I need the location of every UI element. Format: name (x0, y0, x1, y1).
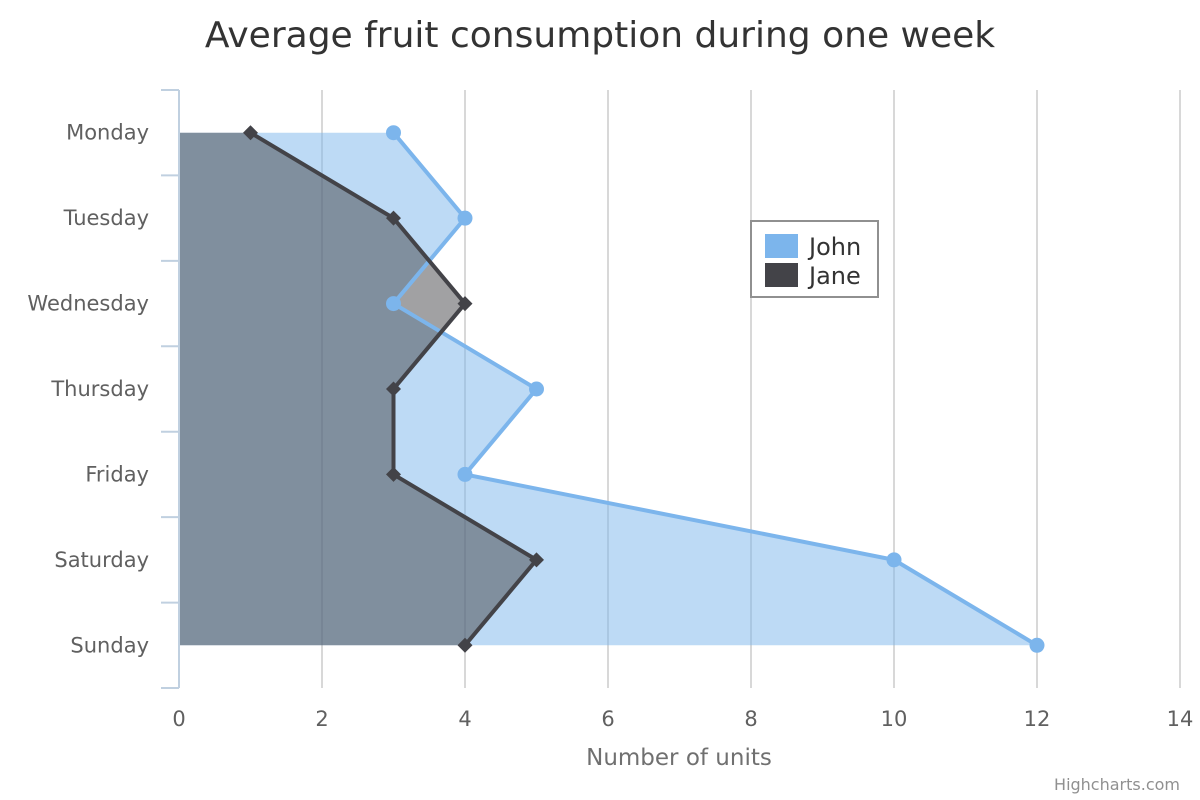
category-label: Tuesday (63, 206, 149, 230)
legend-swatch-john (765, 234, 798, 258)
value-axis-title: Number of units (586, 745, 772, 771)
value-tick-label: 4 (458, 707, 471, 731)
value-tick-label: 14 (1167, 707, 1194, 731)
value-tick-label: 2 (315, 707, 328, 731)
value-tick-label: 8 (744, 707, 757, 731)
legend-swatch-jane (765, 263, 798, 287)
series-markers (243, 125, 1045, 653)
value-tick-label: 6 (601, 707, 614, 731)
point-john[interactable] (386, 125, 401, 141)
category-label: Monday (66, 121, 149, 145)
category-axis (161, 89, 180, 689)
category-labels: Monday Tuesday Wednesday Thursday Friday Satu… (27, 121, 149, 658)
category-label: Saturday (54, 548, 149, 572)
point-jane[interactable] (386, 210, 401, 226)
point-jane[interactable] (457, 296, 473, 312)
grid-lines (321, 90, 1181, 688)
point-john[interactable] (1029, 637, 1045, 653)
point-jane[interactable] (386, 466, 401, 482)
category-label: Thursday (50, 377, 149, 401)
value-tick-label: 0 (172, 707, 185, 731)
legend: John Jane (750, 220, 879, 298)
legend-item-john[interactable]: John (765, 233, 861, 261)
legend-item-jane[interactable]: Jane (765, 262, 861, 290)
point-jane[interactable] (457, 637, 473, 653)
legend-label-jane: Jane (807, 262, 861, 290)
chart-title: Average fruit consumption during one wee… (205, 15, 995, 56)
point-jane[interactable] (243, 125, 258, 141)
credits-link[interactable]: Highcharts.com (1054, 775, 1180, 794)
value-axis-labels: 0 2 4 6 8 10 12 14 (172, 707, 1193, 731)
category-label: Wednesday (27, 292, 149, 316)
point-john[interactable] (529, 381, 544, 397)
area-jane (179, 132, 537, 646)
point-john[interactable] (886, 552, 902, 568)
value-tick-label: 12 (1024, 707, 1051, 731)
point-jane[interactable] (529, 552, 544, 568)
series-areas (179, 132, 1037, 646)
category-label: Friday (85, 462, 149, 486)
point-john[interactable] (386, 296, 401, 312)
point-jane[interactable] (386, 381, 401, 397)
category-label: Sunday (70, 633, 149, 657)
point-john[interactable] (457, 466, 473, 482)
point-john[interactable] (457, 210, 473, 226)
legend-label-john: John (807, 233, 861, 261)
value-tick-label: 10 (881, 707, 908, 731)
